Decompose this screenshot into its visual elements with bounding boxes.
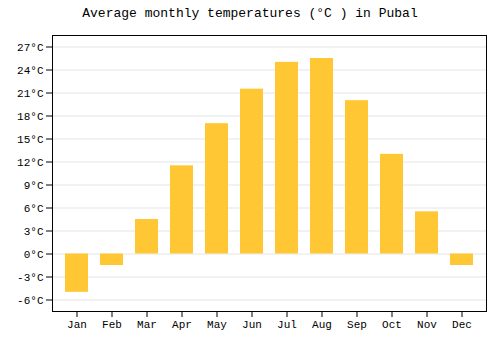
svg-text:24°C: 24°C (17, 65, 44, 77)
svg-text:-6°C: -6°C (17, 295, 44, 307)
svg-text:Jan: Jan (67, 319, 87, 331)
svg-text:Sep: Sep (347, 319, 367, 331)
svg-text:Oct: Oct (382, 319, 402, 331)
svg-text:Jun: Jun (242, 319, 262, 331)
svg-text:18°C: 18°C (17, 111, 44, 123)
svg-text:0°C: 0°C (24, 249, 44, 261)
svg-text:Nov: Nov (417, 319, 437, 331)
svg-text:6°C: 6°C (24, 203, 44, 215)
svg-text:Mar: Mar (137, 319, 157, 331)
svg-text:Aug: Aug (312, 319, 332, 331)
svg-text:Feb: Feb (102, 319, 122, 331)
svg-text:Apr: Apr (172, 319, 192, 331)
svg-text:May: May (207, 319, 227, 331)
svg-text:15°C: 15°C (17, 134, 44, 146)
svg-text:Dec: Dec (452, 319, 472, 331)
html-text:Average monthly temperatures (: Average monthly temperatures (°C ) in Pu… (82, 6, 418, 21)
svg-text:9°C: 9°C (24, 180, 44, 192)
svg-text:Jul: Jul (277, 319, 297, 331)
svg-text:-3°C: -3°C (17, 272, 44, 284)
svg-text:3°C: 3°C (24, 226, 44, 238)
svg-text:27°C: 27°C (17, 42, 44, 54)
svg-text:21°C: 21°C (17, 88, 44, 100)
svg-text:12°C: 12°C (17, 157, 44, 169)
